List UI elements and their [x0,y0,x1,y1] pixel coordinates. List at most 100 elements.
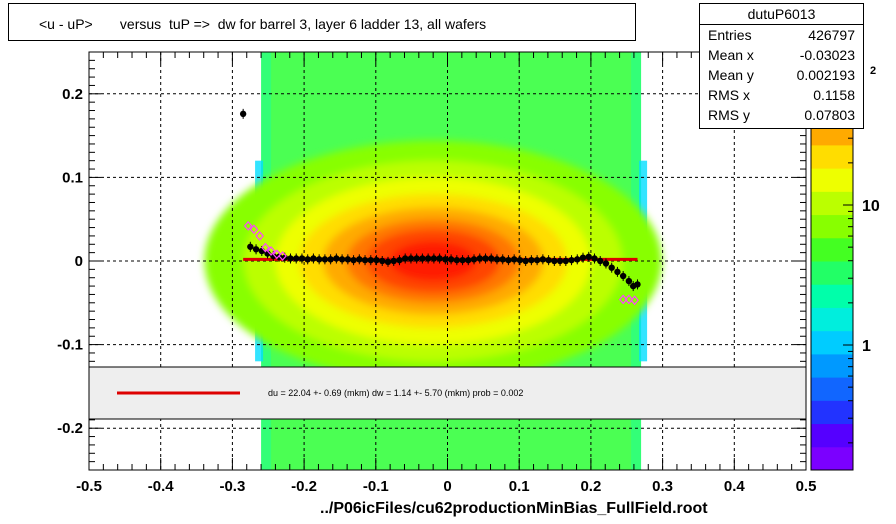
color-scale-cell [811,237,853,262]
stats-box: dutuP6013 Entries 426797 Mean x -0.03023 Mea… [699,3,864,129]
y-tick-label: 0.1 [62,169,83,186]
stats-value: 0.07803 [804,107,855,123]
color-scale-exponent: 2 [870,65,876,77]
title-box: <u - uP> versus tuP => dw for barrel 3, … [8,3,636,41]
file-path-label: ../P06icFiles/cu62productionMinBias_Full… [320,500,708,517]
profile-point [390,257,397,265]
profile-point [396,256,403,264]
color-scale-label: 10 [862,198,880,215]
diamond-point [249,224,259,235]
profile-point [614,268,621,276]
x-tick-label: -0.4 [148,478,175,495]
diamond-point [272,249,282,260]
stats-key: Mean y [708,67,754,83]
profile-point [619,272,627,280]
color-scale-cell [811,307,853,332]
x-tick-label: 0 [443,478,451,495]
profile-point [293,255,300,262]
profile-point [327,256,334,263]
y-axis-labels: -0.2 -0.1 0 0.1 0.2 [57,86,83,437]
profile-point [413,255,420,262]
color-scale-cell [811,353,853,378]
profile-point [367,256,374,264]
profile-point [545,256,552,264]
diamond-point [266,246,276,256]
stats-value: -0.03023 [799,47,855,63]
profile-point [579,254,587,261]
stats-row: RMS y 0.07803 [700,105,863,125]
y-tick-label: 0.2 [62,86,83,103]
profile-point [338,256,346,263]
profile-point [239,110,247,118]
profile-point [591,255,598,262]
y-tick-label: 0 [75,253,83,270]
stats-key: RMS x [708,87,750,103]
profile-point [310,255,317,262]
x-tick-label: -0.1 [363,478,389,495]
color-scale-cell [811,191,853,216]
profile-point [321,256,329,263]
profile-point [574,256,581,263]
profile-point [384,258,392,266]
profile-point [442,256,449,263]
stats-title: dutuP6013 [700,4,863,25]
diamond-point [618,294,628,305]
stats-value: 0.1158 [813,87,855,103]
stats-key: Entries [708,27,752,43]
profile-point [562,257,570,265]
x-tick-label: -0.2 [291,478,317,495]
diamond-point [630,295,639,306]
profile-point [304,256,311,263]
profile-point [424,255,432,262]
profile-point [252,246,260,253]
profile-point [522,257,529,265]
profile-point [350,256,357,264]
stats-row: Mean y 0.002193 [700,65,863,85]
profile-point [499,256,506,263]
x-tick-label: 0.2 [580,478,601,495]
profile-point [470,256,478,263]
profile-point [551,257,558,265]
profile-point [597,257,604,265]
profile-point [373,256,380,264]
profile-point [298,255,306,262]
diamond-point [624,294,634,305]
color-scale-cell [811,284,853,308]
stats-rows: Entries 426797 Mean x -0.03023 Mean y 0.00219… [700,25,863,125]
profile-point [528,256,535,264]
profile-points [239,108,641,306]
x-tick-label: -0.3 [219,478,245,495]
profile-point [344,256,352,263]
diamond-point [278,251,287,261]
color-scale-cell [811,214,853,239]
profile-point [625,277,633,285]
color-scale-cell [811,423,853,448]
legend-text: du = 22.04 +- 0.69 (mkm) dw = 1.14 +- 5.… [268,388,523,398]
diamond-point [243,220,253,231]
stats-row: Mean x -0.03023 [700,45,863,65]
x-tick-label: 0.3 [652,478,673,495]
profile-point [361,256,369,264]
stats-value: 0.002193 [796,67,855,83]
profile-point [634,281,641,288]
profile-point [430,255,438,262]
color-scale-cell [811,261,853,285]
profile-point [419,255,426,262]
profile-point [453,256,461,264]
profile-point [516,256,524,264]
profile-point [407,255,415,262]
color-scale-cell [811,400,853,425]
color-scale-cell [811,168,853,192]
stats-row: Entries 426797 [700,25,863,45]
profile-point [436,255,443,262]
legend-box: du = 22.04 +- 0.69 (mkm) dw = 1.14 +- 5.… [88,366,807,420]
profile-point [379,257,386,265]
profile-point [315,256,323,263]
color-scale-cell [811,446,853,471]
x-tick-label: 0.4 [724,478,746,495]
chart-title: <u - uP> versus tuP => dw for barrel 3, … [39,16,487,32]
profile-point [401,255,409,262]
diamond-point [255,231,264,241]
profile-point [608,264,615,271]
